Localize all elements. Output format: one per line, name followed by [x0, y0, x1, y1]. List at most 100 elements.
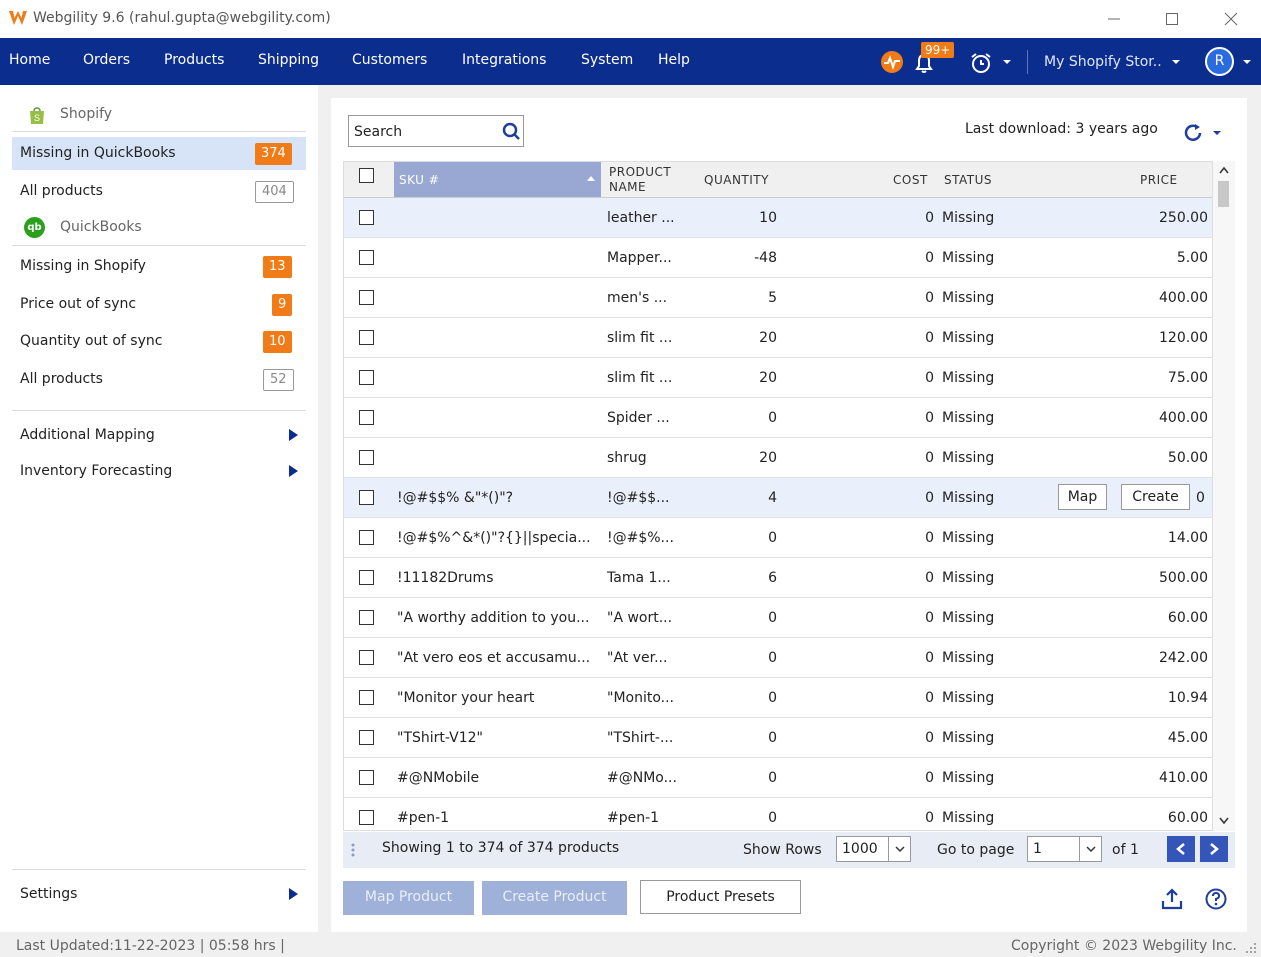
table-row[interactable]: slim fit ... 20 0 Missing 120.00	[344, 318, 1212, 358]
sidebar-item-settings[interactable]: Settings	[12, 878, 306, 911]
row-checkbox[interactable]	[359, 690, 374, 705]
search-icon[interactable]	[502, 122, 521, 141]
table-row[interactable]: leather ... 10 0 Missing 250.00	[344, 198, 1212, 238]
chevron-down-icon[interactable]	[1001, 58, 1013, 66]
table-row[interactable]: "A worthy addition to you... "A wort... 0 0…	[344, 598, 1212, 638]
refresh-chevron-icon[interactable]	[1211, 129, 1223, 137]
resize-grip-icon[interactable]	[1245, 942, 1257, 954]
table-row[interactable]: "At vero eos et accusamu... "At ver... 0 0 M…	[344, 638, 1212, 678]
nav-products[interactable]: Products	[164, 52, 225, 68]
status-cell: Missing	[942, 410, 995, 426]
map-product-button[interactable]: Map Product	[343, 881, 474, 915]
nav-home[interactable]: Home	[9, 52, 51, 68]
row-map-button[interactable]: Map	[1058, 484, 1107, 510]
table-scrollbar[interactable]	[1213, 161, 1235, 831]
row-checkbox[interactable]	[359, 530, 374, 545]
table-row[interactable]: "TShirt-V12" "TShirt-... 0 0 Missing 45.00	[344, 718, 1212, 758]
help-icon[interactable]	[1204, 887, 1228, 911]
maximize-icon[interactable]	[1161, 8, 1183, 30]
status-header[interactable]: STATUS	[944, 173, 993, 187]
table-row[interactable]: men's ... 5 0 Missing 400.00	[344, 278, 1212, 318]
store-chevron-icon[interactable]	[1170, 58, 1182, 66]
nav-shipping[interactable]: Shipping	[258, 52, 320, 68]
store-selector[interactable]: My Shopify Stor..	[1044, 54, 1162, 70]
table-row[interactable]: #pen-1 #pen-1 0 0 Missing 60.00	[344, 798, 1212, 830]
avatar[interactable]: R	[1205, 47, 1234, 76]
sidebar-item-quantity-out-of-sync[interactable]: Quantity out of sync 10	[12, 325, 306, 358]
create-product-button[interactable]: Create Product	[482, 881, 627, 915]
sidebar-item-price-out-of-sync[interactable]: Price out of sync 9	[12, 288, 306, 321]
product-name-header-2: NAME	[609, 180, 647, 194]
product-name-header[interactable]: PRODUCT	[609, 165, 672, 179]
product-presets-button[interactable]: Product Presets	[640, 880, 801, 914]
sidebar-item-additional-mapping[interactable]: Additional Mapping	[12, 419, 306, 452]
table-row[interactable]: shrug 20 0 Missing 50.00	[344, 438, 1212, 478]
activity-icon[interactable]	[880, 50, 904, 74]
status-cell: Missing	[942, 690, 995, 706]
rows-dropdown[interactable]	[888, 837, 910, 861]
price-header[interactable]: PRICE	[1140, 173, 1178, 187]
next-page-button[interactable]	[1200, 836, 1228, 862]
sidebar-item-missing-in-shopify[interactable]: Missing in Shopify 13	[12, 250, 306, 283]
nav-system[interactable]: System	[581, 52, 634, 68]
shopify-label: Shopify	[60, 106, 113, 122]
table-row[interactable]: !11182Drums Tama 1... 6 0 Missing 500.00	[344, 558, 1212, 598]
row-checkbox[interactable]	[359, 490, 374, 505]
nav-orders[interactable]: Orders	[83, 52, 131, 68]
row-checkbox[interactable]	[359, 290, 374, 305]
nav-integrations[interactable]: Integrations	[462, 52, 547, 68]
cost-cell: 0	[925, 450, 934, 466]
table-row[interactable]: #@NMobile #@NMo... 0 0 Missing 410.00	[344, 758, 1212, 798]
search-input[interactable]: Search	[348, 115, 524, 147]
row-checkbox[interactable]	[359, 730, 374, 745]
sidebar-item-missing-in-quickbooks[interactable]: Missing in QuickBooks 374	[12, 137, 306, 170]
select-all-checkbox[interactable]	[359, 168, 374, 183]
row-checkbox[interactable]	[359, 370, 374, 385]
refresh-icon[interactable]	[1181, 121, 1205, 145]
close-icon[interactable]	[1220, 8, 1242, 30]
table-row[interactable]: Spider ... 0 0 Missing 400.00	[344, 398, 1212, 438]
row-checkbox[interactable]	[359, 250, 374, 265]
avatar-chevron-icon[interactable]	[1241, 58, 1253, 66]
prev-page-button[interactable]	[1167, 836, 1195, 862]
table-row[interactable]: Mapper... -48 0 Missing 5.00	[344, 238, 1212, 278]
cost-cell: 0	[925, 610, 934, 626]
quantity-cell: 0	[768, 730, 777, 746]
row-checkbox[interactable]	[359, 210, 374, 225]
drag-handle-icon[interactable]	[349, 842, 357, 858]
scroll-down-icon[interactable]	[1218, 816, 1230, 826]
sidebar-item-inventory-forecasting[interactable]: Inventory Forecasting	[12, 455, 306, 488]
cost-cell: 0	[925, 370, 934, 386]
quantity-header[interactable]: QUANTITY	[704, 173, 769, 187]
row-create-button[interactable]: Create	[1121, 484, 1190, 510]
minimize-icon[interactable]	[1103, 8, 1125, 30]
cost-cell: 0	[925, 410, 934, 426]
rows-per-page-select[interactable]: 1000	[836, 836, 911, 862]
table-row[interactable]: !@#$$% &"*()"? !@#$$... 4 0 Missing Map Create…	[344, 478, 1212, 518]
sidebar-item-all-products-quickbooks[interactable]: All products 52	[12, 363, 306, 396]
table-row[interactable]: "Monitor your heart "Monito... 0 0 Missing 10…	[344, 678, 1212, 718]
page-dropdown[interactable]	[1079, 837, 1101, 861]
divider	[12, 131, 306, 132]
row-checkbox[interactable]	[359, 770, 374, 785]
upload-icon[interactable]	[1160, 887, 1184, 911]
alarm-clock-icon[interactable]	[968, 51, 994, 75]
row-checkbox[interactable]	[359, 330, 374, 345]
table-row[interactable]: !@#$%^&*()"?{}||specia... !@#$%... 0 0 Missi…	[344, 518, 1212, 558]
scroll-thumb[interactable]	[1218, 181, 1229, 207]
row-checkbox[interactable]	[359, 570, 374, 585]
sidebar-item-all-products-shopify[interactable]: All products 404	[12, 175, 306, 208]
cost-header[interactable]: COST	[893, 173, 928, 187]
table-row[interactable]: slim fit ... 20 0 Missing 75.00	[344, 358, 1212, 398]
status-cell: Missing	[942, 450, 995, 466]
row-checkbox[interactable]	[359, 410, 374, 425]
nav-customers[interactable]: Customers	[352, 52, 428, 68]
row-checkbox[interactable]	[359, 450, 374, 465]
scroll-up-icon[interactable]	[1218, 165, 1230, 175]
row-checkbox[interactable]	[359, 610, 374, 625]
sku-header-cell[interactable]: SKU #	[394, 162, 601, 197]
row-checkbox[interactable]	[359, 650, 374, 665]
row-checkbox[interactable]	[359, 810, 374, 825]
page-number-input[interactable]: 1	[1027, 836, 1102, 862]
nav-help[interactable]: Help	[658, 52, 690, 68]
